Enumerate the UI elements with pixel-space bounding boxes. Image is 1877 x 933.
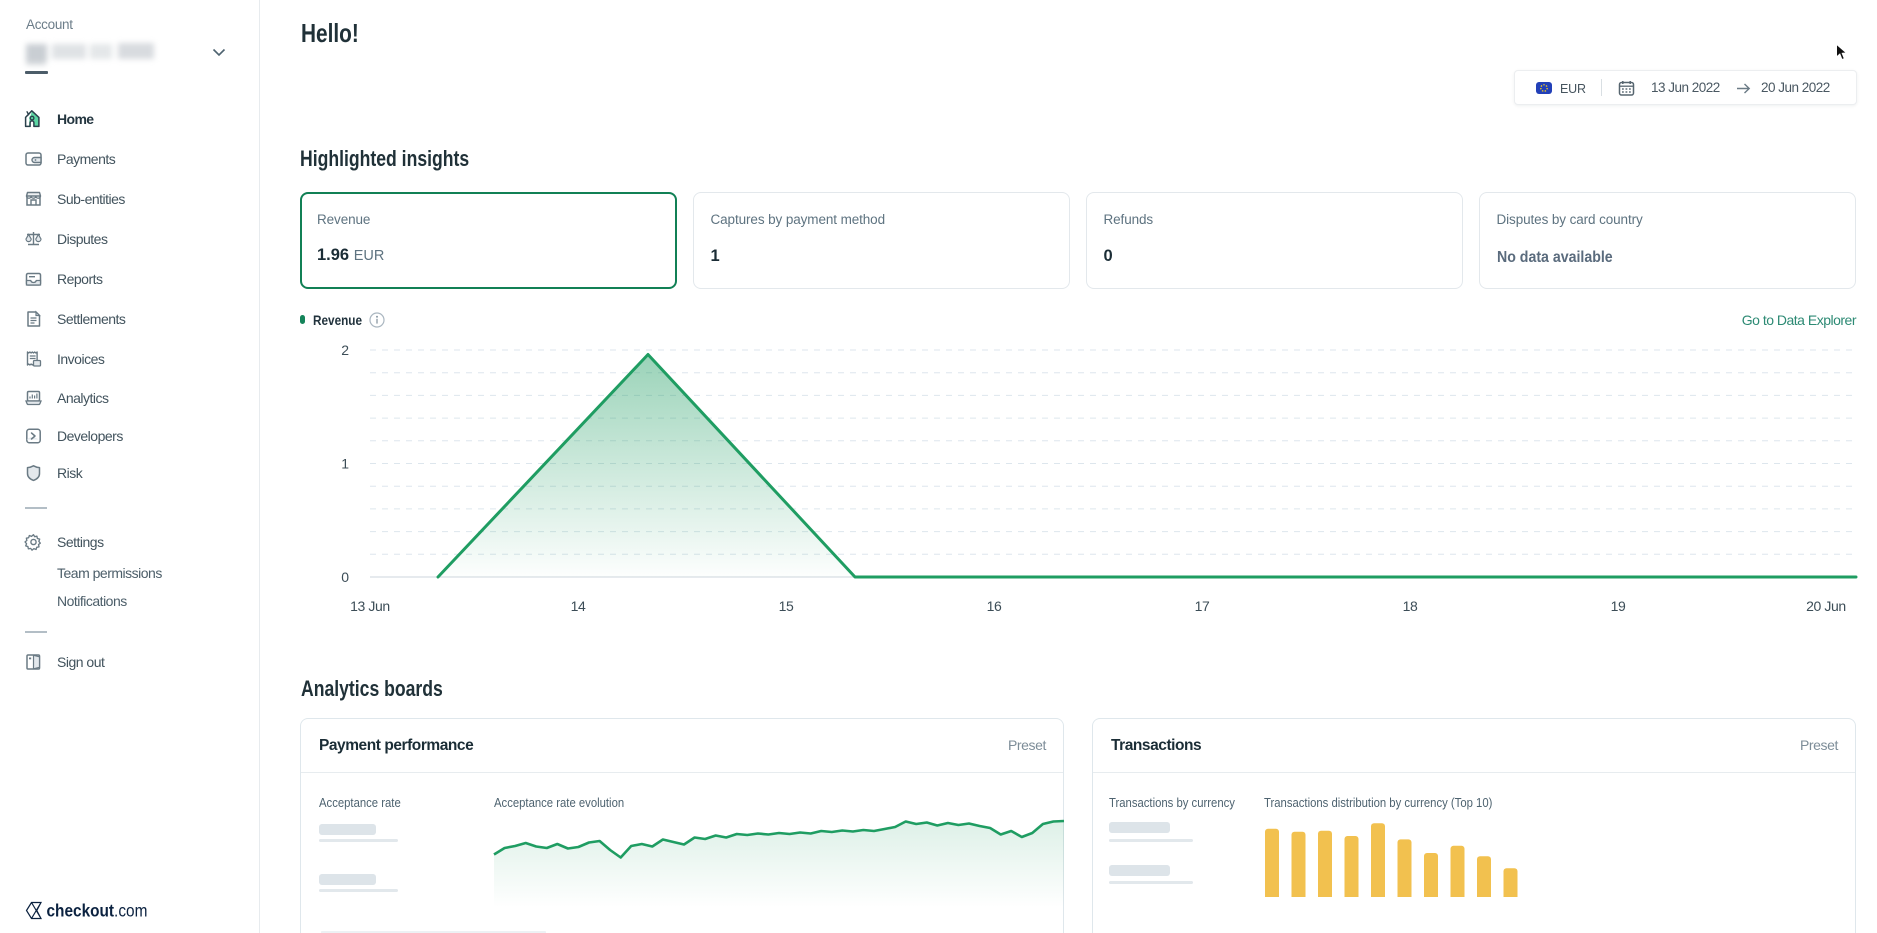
svg-text:0: 0 bbox=[341, 569, 349, 585]
svg-text:2: 2 bbox=[341, 342, 349, 358]
svg-text:18: 18 bbox=[1403, 598, 1418, 614]
svg-text:13 Jun: 13 Jun bbox=[350, 598, 390, 614]
svg-text:checkout.com: checkout.com bbox=[47, 902, 148, 921]
svg-text:14: 14 bbox=[571, 598, 586, 614]
svg-text:15: 15 bbox=[779, 598, 794, 614]
svg-text:19: 19 bbox=[1611, 598, 1626, 614]
svg-text:20 Jun: 20 Jun bbox=[1806, 598, 1846, 614]
svg-text:16: 16 bbox=[987, 598, 1002, 614]
svg-text:17: 17 bbox=[1195, 598, 1210, 614]
svg-text:1: 1 bbox=[341, 456, 349, 472]
